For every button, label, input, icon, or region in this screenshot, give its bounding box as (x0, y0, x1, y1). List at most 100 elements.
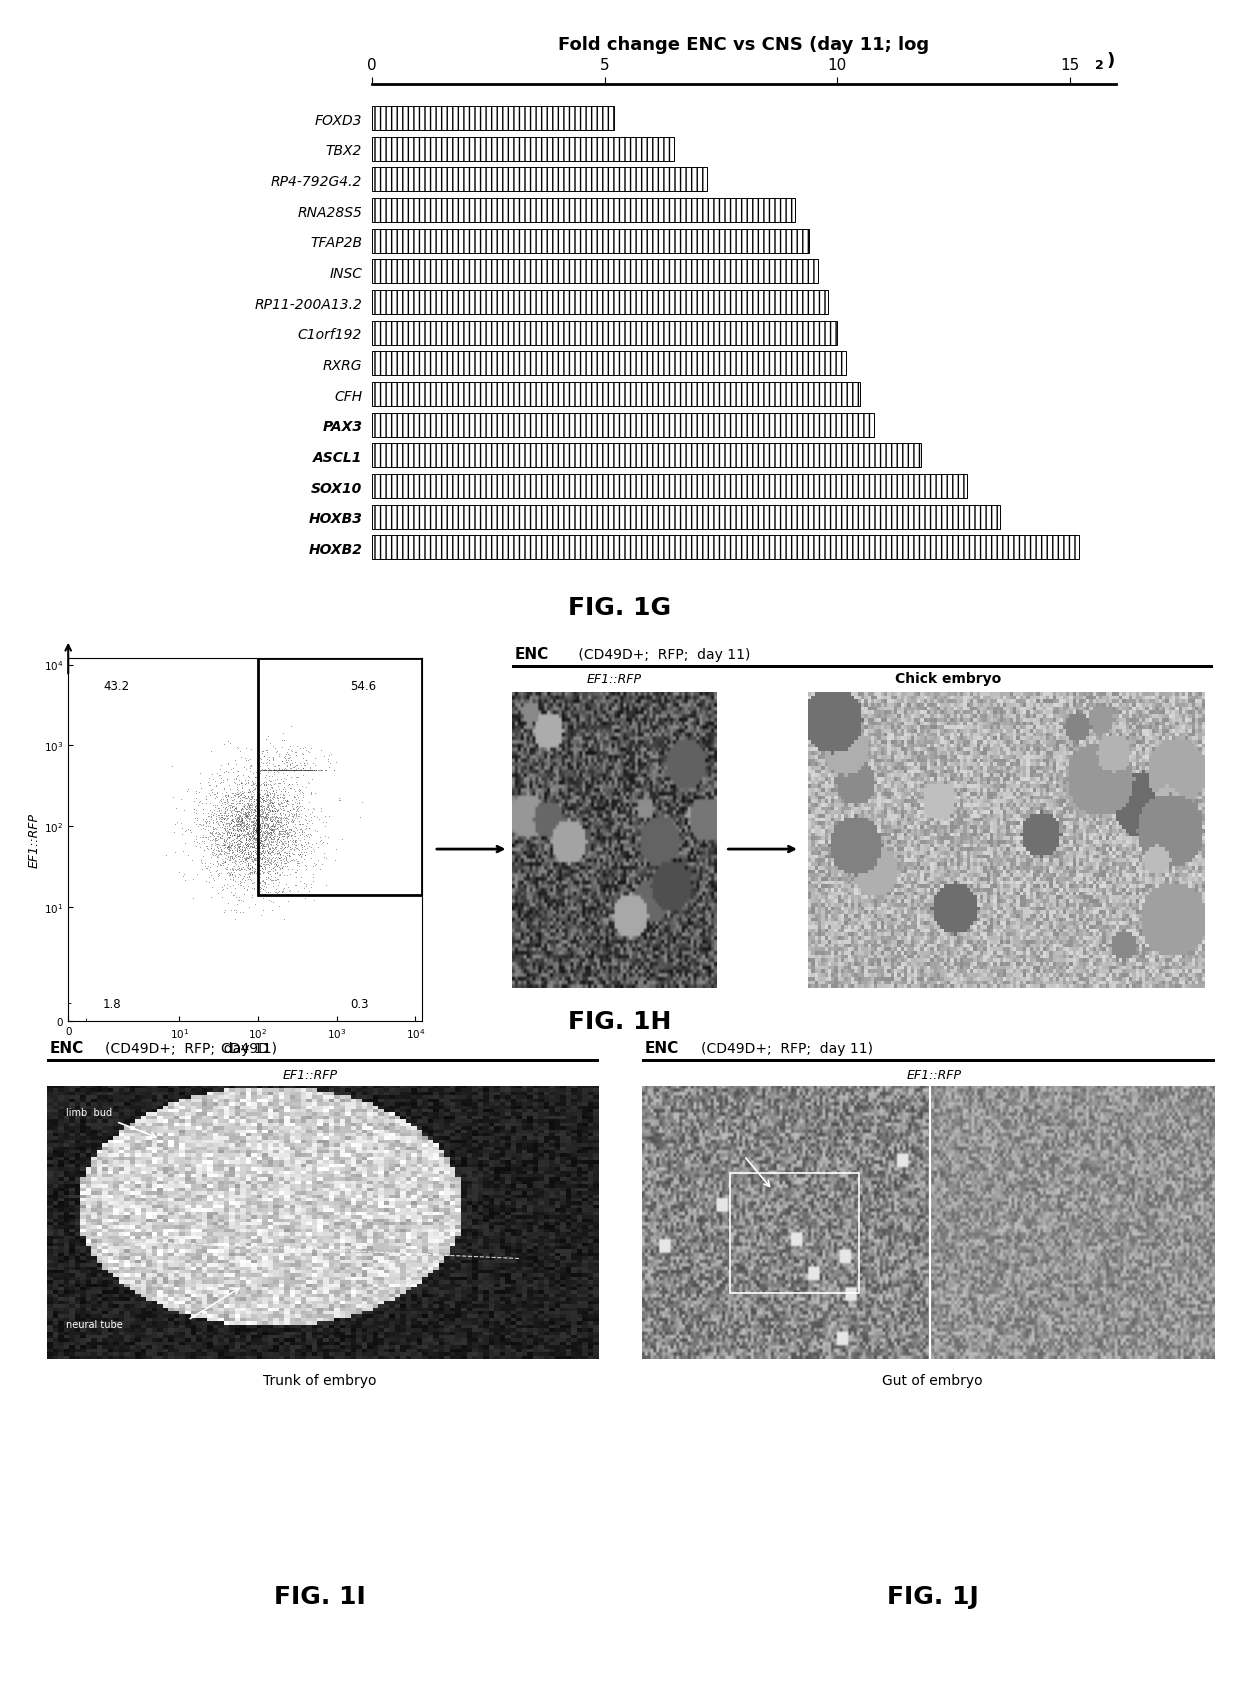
Point (228, 782, 248, 809)
Point (250, 870, 270, 897)
Point (258, 784, 278, 811)
Point (279, 770, 299, 797)
Point (283, 757, 303, 784)
Point (252, 829, 272, 856)
Point (257, 806, 277, 833)
Point (243, 782, 263, 809)
Point (215, 814, 234, 841)
Point (226, 863, 246, 890)
Point (238, 802, 258, 829)
Point (252, 821, 272, 848)
Point (280, 738, 300, 765)
Point (268, 809, 288, 836)
Point (243, 789, 263, 816)
Bar (372, 414, 874, 437)
Point (267, 834, 286, 861)
Point (238, 861, 258, 888)
Point (252, 828, 272, 855)
Point (262, 850, 281, 877)
Point (210, 860, 229, 887)
Point (213, 828, 233, 855)
Point (272, 855, 291, 882)
Point (249, 757, 269, 784)
Point (250, 817, 270, 844)
Point (234, 817, 254, 844)
Point (275, 757, 295, 784)
Point (286, 834, 306, 861)
Point (270, 784, 290, 811)
Point (255, 802, 275, 829)
Point (270, 757, 290, 784)
Point (228, 804, 248, 831)
Point (272, 828, 291, 855)
Point (270, 767, 290, 794)
Point (252, 834, 272, 861)
Point (222, 802, 242, 829)
Point (231, 848, 250, 875)
Point (224, 880, 244, 907)
Point (270, 757, 290, 784)
Point (242, 797, 262, 824)
Point (319, 747, 339, 774)
Point (224, 823, 244, 850)
Point (257, 812, 277, 839)
Point (252, 858, 272, 885)
Point (269, 829, 289, 856)
Point (265, 811, 285, 838)
Point (290, 757, 310, 784)
Point (242, 855, 262, 882)
Point (244, 806, 264, 833)
Point (231, 843, 250, 870)
Point (247, 828, 267, 855)
Point (257, 814, 277, 841)
Point (269, 861, 289, 888)
Point (274, 770, 294, 797)
Point (247, 799, 267, 826)
Point (272, 757, 291, 784)
Point (268, 770, 288, 797)
Point (243, 817, 263, 844)
Point (211, 755, 231, 782)
Point (219, 824, 239, 851)
Point (279, 782, 299, 809)
Point (238, 838, 258, 865)
Point (232, 839, 252, 866)
Point (218, 811, 238, 838)
Point (268, 816, 288, 843)
Point (258, 804, 278, 831)
Point (289, 790, 309, 817)
Point (250, 839, 270, 866)
Point (262, 819, 281, 846)
Point (253, 838, 273, 865)
Point (206, 819, 226, 846)
Point (326, 836, 346, 863)
Point (238, 833, 258, 860)
Point (255, 839, 275, 866)
Point (238, 796, 258, 823)
Point (247, 824, 267, 851)
Point (222, 844, 242, 872)
Point (263, 838, 283, 865)
Point (198, 836, 218, 863)
Point (203, 843, 223, 870)
Point (237, 814, 257, 841)
Bar (372, 291, 828, 314)
Point (247, 814, 267, 841)
Point (219, 826, 239, 853)
Point (205, 780, 224, 807)
Point (259, 796, 279, 823)
Point (283, 828, 303, 855)
Point (247, 817, 267, 844)
Point (286, 865, 306, 892)
Point (238, 866, 258, 893)
Point (269, 804, 289, 831)
Point (246, 797, 265, 824)
Point (268, 790, 288, 817)
Point (177, 779, 197, 806)
Point (246, 846, 265, 873)
Point (263, 797, 283, 824)
Point (234, 799, 254, 826)
Point (231, 782, 250, 809)
Point (205, 801, 224, 828)
Point (238, 812, 258, 839)
